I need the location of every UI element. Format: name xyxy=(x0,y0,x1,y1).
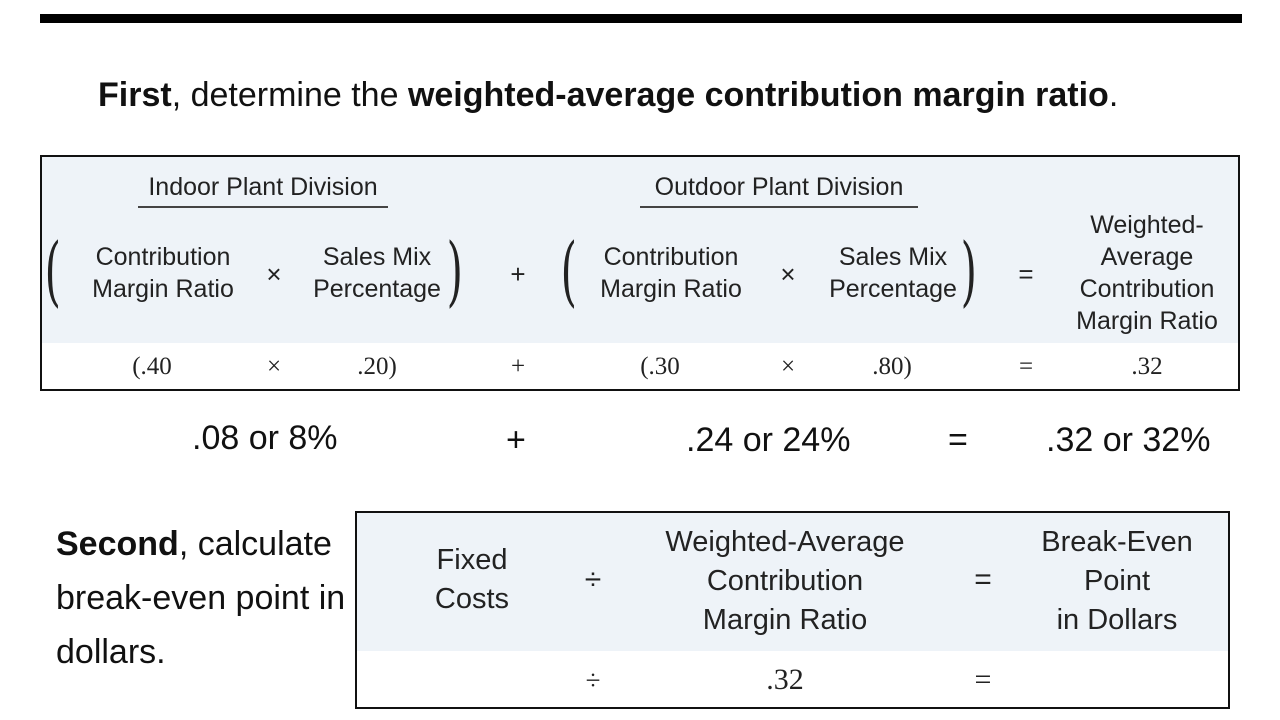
fixed-line1: Fixed xyxy=(436,544,508,576)
indoor-cm-value: (.40 xyxy=(132,353,172,380)
top-rule xyxy=(40,14,1242,23)
wacm-label: Weighted-Average Contribution Margin Rat… xyxy=(627,523,943,640)
indoor-sm-value: .20) xyxy=(357,353,397,380)
formula-header xyxy=(42,157,1238,343)
close-paren-indoor: ) xyxy=(446,226,463,315)
break-even-formula-table: Fixed Costs ÷ Weighted-Average Contribut… xyxy=(355,511,1230,709)
indoor-sm-label: Sales Mix Percentage xyxy=(302,241,452,305)
outdoor-cm-label: Contribution Margin Ratio xyxy=(576,241,766,305)
weighted-average-formula-table: Indoor Plant Division Outdoor Plant Divi… xyxy=(40,155,1240,391)
times-outdoor: × xyxy=(780,259,796,289)
wacm-value: .32 xyxy=(766,663,804,696)
times-indoor: × xyxy=(266,259,282,289)
indoor-result: .08 or 8% xyxy=(192,419,338,457)
result-line2: Average xyxy=(1100,243,1194,271)
equals-value-row-2: = xyxy=(974,663,992,696)
plus-value-row: + xyxy=(510,353,526,380)
divide-value-row: ÷ xyxy=(585,665,601,695)
result-line4: Margin Ratio xyxy=(1076,307,1218,335)
result-line1: Weighted- xyxy=(1090,211,1204,239)
equals-value-row: = xyxy=(1018,353,1034,380)
bep-line3: in Dollars xyxy=(1056,604,1178,636)
heading: First, determine the weighted-average co… xyxy=(98,74,1118,116)
outdoor-result: .24 or 24% xyxy=(686,421,851,459)
fixed-costs-label: Fixed Costs xyxy=(397,541,547,619)
bep-line2: Point xyxy=(1083,565,1151,597)
plus-operator: + xyxy=(510,259,526,289)
second-step-text: Second, calculate break-even point in do… xyxy=(56,517,346,679)
wacm-line2: Contribution xyxy=(706,565,864,597)
heading-first: First xyxy=(98,76,172,114)
close-paren-outdoor: ) xyxy=(960,226,977,315)
indoor-cm-line2: Margin Ratio xyxy=(92,275,234,303)
fixed-line2: Costs xyxy=(434,583,510,615)
bep-label: Break-Even Point in Dollars xyxy=(1017,523,1217,640)
open-paren-indoor: ( xyxy=(44,226,61,315)
second-rest: , calculate break-even point in dollars. xyxy=(56,525,346,671)
outdoor-sm-value: .80) xyxy=(872,353,912,380)
equals-operator-2: = xyxy=(974,563,992,596)
bep-line1: Break-Even xyxy=(1041,526,1193,558)
outdoor-cm-line1: Contribution xyxy=(603,243,739,271)
times-outdoor-value-row: × xyxy=(780,353,796,380)
second-bold: Second xyxy=(56,525,179,563)
outdoor-cm-value: (.30 xyxy=(640,353,680,380)
indoor-division-title: Indoor Plant Division xyxy=(138,173,388,208)
results-equals: = xyxy=(948,421,968,459)
heading-period: . xyxy=(1108,76,1119,114)
indoor-cm-label: Contribution Margin Ratio xyxy=(68,241,258,305)
open-paren-outdoor: ( xyxy=(560,226,577,315)
heading-term: weighted-average contribution margin rat… xyxy=(407,76,1109,114)
outdoor-division-title: Outdoor Plant Division xyxy=(640,173,918,208)
divide-operator: ÷ xyxy=(584,563,602,596)
indoor-cm-line1: Contribution xyxy=(95,243,231,271)
times-indoor-value-row: × xyxy=(266,353,282,380)
outdoor-sm-line1: Sales Mix xyxy=(838,243,948,271)
outdoor-cm-line2: Margin Ratio xyxy=(600,275,742,303)
indoor-sm-line2: Percentage xyxy=(313,275,441,303)
outdoor-sm-line2: Percentage xyxy=(829,275,957,303)
equals-operator: = xyxy=(1018,259,1034,289)
wacm-line3: Margin Ratio xyxy=(702,604,868,636)
weighted-average-cm-label: Weighted- Average Contribution Margin Ra… xyxy=(1062,209,1232,337)
indoor-sm-line1: Sales Mix xyxy=(322,243,432,271)
results-plus: + xyxy=(506,421,526,459)
break-even-header xyxy=(357,513,1228,651)
total-result: .32 or 32% xyxy=(1046,421,1211,459)
heading-text: , determine the xyxy=(171,76,408,114)
result-line3: Contribution xyxy=(1079,275,1215,303)
weighted-average-value: .32 xyxy=(1131,353,1163,380)
outdoor-sm-label: Sales Mix Percentage xyxy=(818,241,968,305)
wacm-line1: Weighted-Average xyxy=(665,526,905,558)
